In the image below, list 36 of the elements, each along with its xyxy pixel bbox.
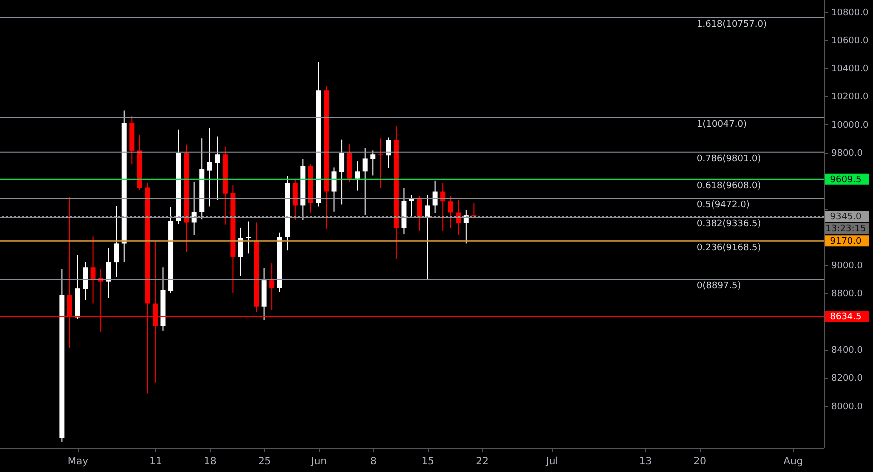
y-tick-label: 10000.0 xyxy=(832,120,869,131)
ref-line-label: 9170.0 xyxy=(830,237,862,248)
x-tick-label: 18 xyxy=(204,456,217,468)
y-tick-label: 8200.0 xyxy=(832,374,864,384)
text: 13:23:15 xyxy=(826,224,866,235)
ref-line-label: 0.5(9472.0) xyxy=(697,200,750,211)
x-tick-label: 25 xyxy=(258,456,272,468)
ref-line-label: 0.786(9801.0) xyxy=(697,154,762,164)
x-tick-label: Jul xyxy=(545,456,558,468)
x-tick-label: Aug xyxy=(784,456,804,468)
x-tick-label: 15 xyxy=(422,456,434,468)
ref-line-label: 1.618(10757.0) xyxy=(697,20,768,30)
y-tick-label: 9800.0 xyxy=(832,149,864,160)
x-tick-label: 11 xyxy=(150,456,162,468)
ref-line-label: 1(10047.0) xyxy=(697,120,747,130)
y-tick-label: 10400.0 xyxy=(832,64,869,75)
y-tick-label: 10600.0 xyxy=(832,36,869,46)
ref-line-label: 0.382(9336.5) xyxy=(697,220,762,230)
y-tick-label: 8800.0 xyxy=(832,290,864,300)
y-tick-label: 8400.0 xyxy=(832,346,864,356)
ref-line-label: 9345.0 xyxy=(830,212,862,223)
ref-line-label: 8634.5 xyxy=(830,312,862,323)
ref-line-label: 9609.5 xyxy=(830,175,862,186)
y-tick-label: 9000.0 xyxy=(832,262,864,272)
y-tick-label: 10800.0 xyxy=(832,8,869,18)
y-tick-label: 10200.0 xyxy=(832,92,869,103)
x-tick-label: 22 xyxy=(476,456,489,468)
ref-line-label: 0.236(9168.5) xyxy=(697,243,762,254)
x-tick-label: 13 xyxy=(639,456,652,468)
ref-line-label: 0.618(9608.0) xyxy=(697,182,762,192)
y-tick-label: 8000.0 xyxy=(832,402,864,412)
x-tick-label: 20 xyxy=(694,456,706,468)
ref-line-label: 0(8897.5) xyxy=(697,282,742,292)
x-tick-label: May xyxy=(68,456,89,468)
x-tick-label: Jun xyxy=(310,456,328,468)
x-tick-label: 8 xyxy=(370,456,377,468)
